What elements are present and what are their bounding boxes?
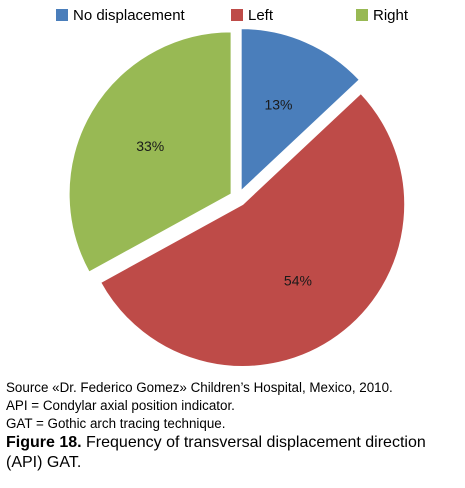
pie-chart: 13% 54% 33%	[68, 28, 406, 367]
legend-label-right: Right	[373, 6, 409, 24]
source-note: Source «Dr. Federico Gomez» Children’s H…	[6, 380, 393, 395]
data-label-right: 33%	[136, 138, 164, 154]
chart-legend: No displacement Left Right	[0, 5, 465, 25]
pie-slice-right	[68, 31, 232, 273]
legend-swatch-left	[231, 9, 243, 21]
legend-entry-right: Right	[356, 5, 408, 25]
figure-notes: Source «Dr. Federico Gomez» Children’s H…	[6, 379, 461, 433]
api-note: API = Condylar axial position indicator.	[6, 398, 235, 413]
legend-swatch-right	[356, 9, 368, 21]
figure-caption: Figure 18. Frequency of transversal disp…	[6, 433, 461, 473]
pie-slice-no-displacement	[240, 28, 360, 192]
legend-entry-no-displacement: No displacement	[56, 5, 185, 25]
gat-note: GAT = Gothic arch tracing technique.	[6, 416, 226, 431]
legend-label-left: Left	[248, 6, 274, 24]
data-label-no-displacement: 13%	[264, 96, 292, 112]
data-label-left: 54%	[284, 272, 312, 288]
legend-entry-left: Left	[231, 5, 273, 25]
caption-text: Frequency of transversal displacement di…	[6, 434, 426, 471]
caption-label: Figure 18.	[6, 434, 82, 451]
legend-swatch-no-displacement	[56, 9, 68, 21]
pie-slice-left	[100, 92, 406, 367]
legend-label-no-displacement: No displacement	[73, 6, 185, 24]
